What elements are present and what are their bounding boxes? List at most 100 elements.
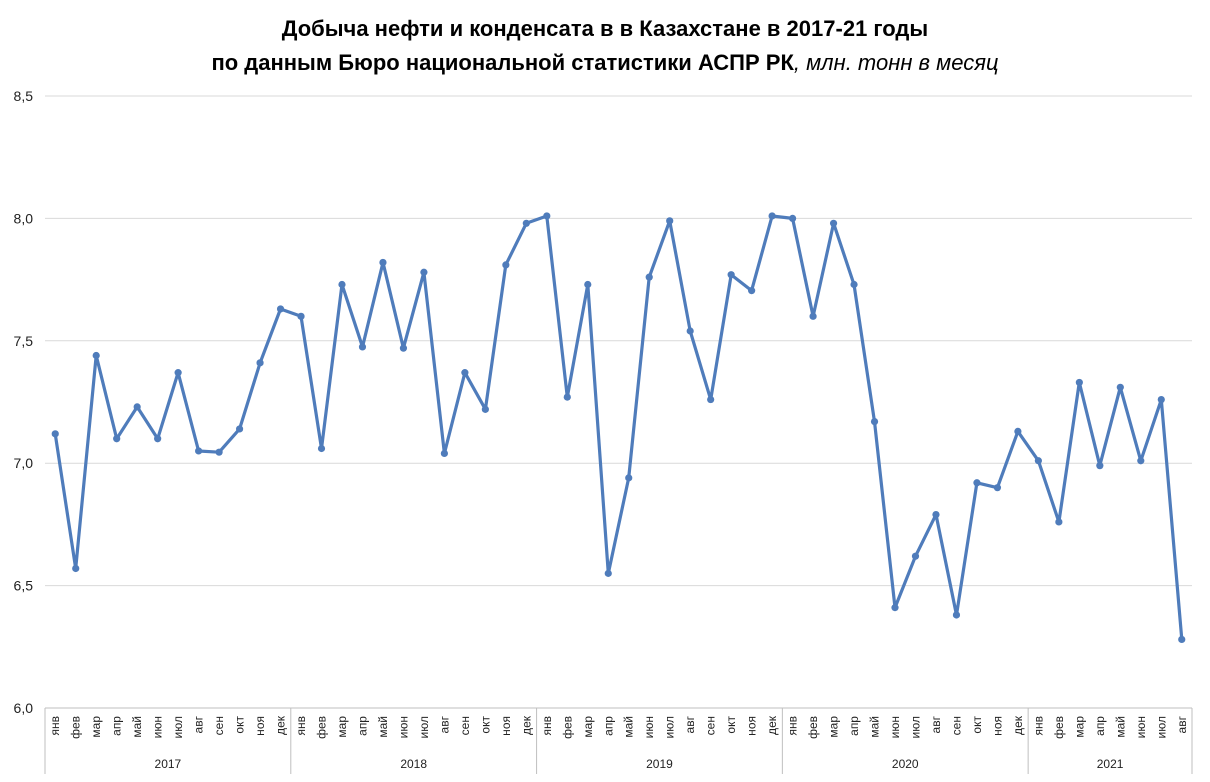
month-label: ноя	[990, 716, 1004, 736]
data-point	[502, 261, 510, 269]
data-point	[154, 435, 162, 443]
year-label: 2021	[1097, 757, 1124, 771]
month-label: апр	[847, 716, 861, 736]
month-label: сен	[704, 716, 718, 735]
series-oil-production	[51, 212, 1186, 644]
month-label: май	[1113, 716, 1127, 738]
data-point	[993, 484, 1002, 492]
data-point	[727, 271, 735, 279]
data-point	[317, 444, 326, 453]
month-label: окт	[233, 716, 247, 734]
month-label: авг	[1175, 715, 1189, 733]
data-point	[420, 268, 428, 276]
month-label: сен	[458, 716, 472, 735]
month-label: ноя	[253, 716, 267, 736]
month-label: авг	[929, 715, 943, 733]
data-point	[768, 212, 776, 220]
data-point	[461, 369, 469, 377]
data-point	[481, 405, 489, 413]
data-point	[399, 344, 408, 352]
chart-title: Добыча нефти и конденсата в в Казахстане…	[0, 12, 1210, 80]
month-label: сен	[949, 716, 963, 735]
month-label: дек	[519, 715, 533, 735]
month-label: ноя	[745, 716, 759, 736]
data-point	[1178, 635, 1186, 644]
y-tick-label: 6,5	[14, 578, 34, 594]
year-label: 2020	[892, 757, 919, 771]
data-point	[1116, 383, 1124, 391]
data-point	[379, 258, 387, 267]
data-point	[686, 327, 694, 335]
data-point	[358, 343, 367, 351]
data-point	[51, 430, 59, 438]
data-point	[891, 604, 899, 612]
data-point	[297, 312, 305, 320]
data-point	[195, 447, 203, 455]
month-label: июл	[908, 716, 922, 738]
month-label: янв	[48, 716, 62, 736]
month-label: фев	[560, 716, 574, 739]
month-label: сен	[212, 716, 226, 735]
month-label: мар	[89, 716, 103, 738]
data-point	[645, 273, 653, 281]
data-point	[563, 393, 571, 401]
data-point	[625, 474, 633, 482]
month-label: май	[130, 716, 144, 738]
month-label: авг	[683, 715, 697, 733]
month-label: июн	[642, 716, 656, 738]
data-point	[829, 219, 838, 227]
data-point	[932, 511, 940, 519]
y-tick-label: 8,5	[14, 88, 34, 104]
data-point	[133, 403, 141, 411]
data-point	[952, 611, 961, 619]
month-label: мар	[581, 716, 595, 738]
gridlines	[45, 95, 1192, 587]
month-label: дек	[765, 715, 779, 735]
data-point	[870, 417, 879, 426]
data-point	[707, 395, 715, 404]
data-point	[72, 564, 80, 573]
month-label: май	[376, 716, 390, 738]
month-label: дек	[1011, 715, 1025, 735]
month-label: ноя	[499, 716, 513, 736]
data-point	[522, 219, 530, 227]
data-point	[113, 435, 121, 443]
data-point	[1137, 457, 1145, 465]
month-label: окт	[478, 716, 492, 734]
chart-title-line2: по данным Бюро национальной статистики А…	[0, 46, 1210, 80]
month-label: мар	[335, 716, 349, 738]
chart-title-line2-main: по данным Бюро национальной статистики А…	[211, 50, 794, 75]
data-point	[973, 479, 981, 487]
y-tick-label: 7,0	[14, 455, 34, 471]
chart-title-unit: , млн. тонн в месяц	[793, 50, 999, 75]
month-label: мар	[1072, 716, 1086, 738]
month-label: янв	[1031, 716, 1045, 736]
year-label: 2019	[646, 757, 673, 771]
data-point	[911, 552, 920, 560]
y-axis: 6,0 6,5 7,0 7,5 8,0 8,5	[14, 88, 34, 716]
month-label: окт	[970, 716, 984, 734]
month-label: мар	[827, 716, 841, 738]
month-label: янв	[786, 716, 800, 736]
year-label: 2017	[155, 757, 182, 771]
month-label: май	[622, 716, 636, 738]
data-point	[1096, 462, 1104, 470]
month-label: фев	[1052, 716, 1066, 739]
month-label: июл	[1154, 716, 1168, 738]
month-label: июн	[888, 716, 902, 738]
month-label: июл	[663, 716, 677, 738]
series-line	[53, 214, 1184, 640]
month-label: июн	[151, 716, 165, 738]
month-label: фев	[315, 716, 329, 739]
month-label: июл	[171, 716, 185, 738]
month-label: июн	[396, 716, 410, 738]
data-point	[276, 305, 285, 313]
data-point	[1034, 457, 1042, 465]
data-point	[584, 280, 592, 289]
data-point	[1157, 395, 1165, 404]
month-label: апр	[601, 716, 615, 736]
month-label: июл	[417, 716, 431, 738]
month-label: апр	[110, 716, 124, 736]
data-point	[92, 351, 100, 360]
data-point	[604, 569, 612, 577]
